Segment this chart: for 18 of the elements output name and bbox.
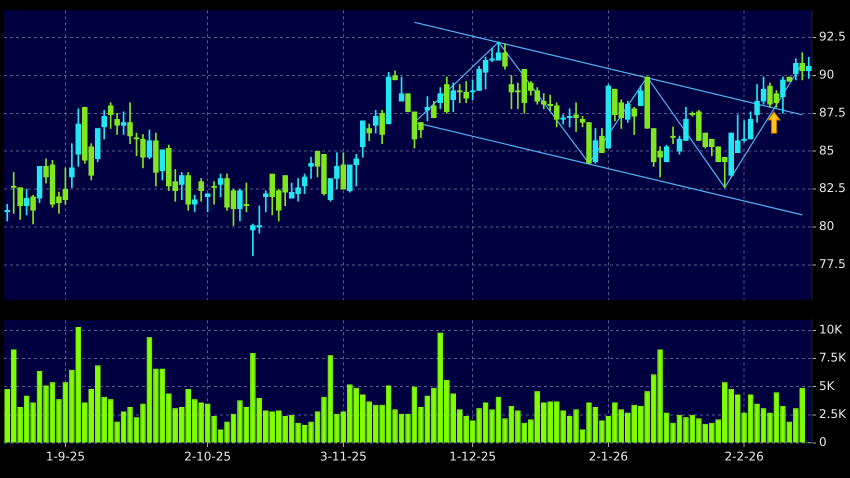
- y-tick-label: 0: [819, 435, 827, 450]
- y-tick-label: 7.5K: [819, 350, 848, 365]
- y-tick-label: 80: [819, 219, 834, 234]
- x-tick-label: 3-11-25: [320, 449, 367, 464]
- y-tick-label: 82.5: [819, 181, 846, 196]
- y-tick-label: 87.5: [819, 105, 846, 120]
- y-tick-label: 5K: [819, 378, 836, 393]
- x-tick-label: 1-9-25: [46, 449, 86, 464]
- y-tick-label: 10K: [819, 322, 844, 336]
- x-tick-label: 2-2-26: [724, 449, 764, 464]
- x-tick-label: 1-12-25: [449, 449, 496, 464]
- y-tick-label: 2.5K: [819, 406, 848, 421]
- y-tick-label: 85: [819, 143, 834, 158]
- y-tick-label: 92.5: [819, 30, 846, 44]
- x-tick-label: 2-10-25: [184, 449, 232, 464]
- y-tick-label: 77.5: [819, 257, 846, 272]
- y-tick-label: 90: [819, 68, 834, 82]
- x-tick-label: 2-1-26: [588, 449, 628, 464]
